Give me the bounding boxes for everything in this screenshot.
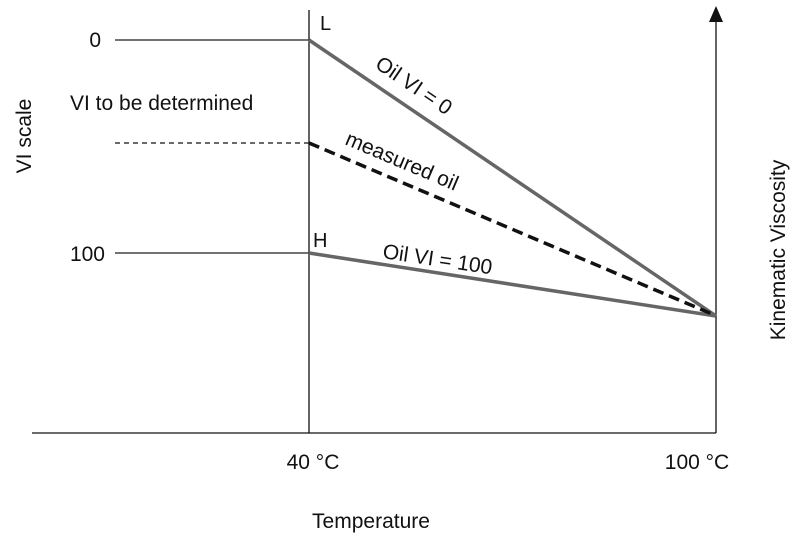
- temp-100-label: 100 °C: [665, 451, 729, 474]
- vi-0-label: 0: [89, 29, 101, 52]
- oil-vi-100-line: [308, 251, 717, 318]
- vi-100-label: 100: [70, 243, 105, 266]
- point-h-label: H: [313, 230, 327, 252]
- temp-40-label: 40 °C: [287, 451, 340, 474]
- temperature-label: Temperature: [312, 510, 430, 533]
- viscosity-axis-arrow-icon: [709, 6, 723, 22]
- measured-oil-label: measured oil: [342, 127, 462, 195]
- measured-oil-line: [308, 141, 713, 316]
- vi-scale-label: VI scale: [13, 99, 36, 174]
- kinematic-viscosity-label: Kinematic Viscosity: [767, 159, 790, 340]
- vi-to-be-determined-label: VI to be determined: [70, 92, 253, 115]
- point-l-label: L: [320, 13, 331, 35]
- oil-vi-0-line: [308, 38, 717, 318]
